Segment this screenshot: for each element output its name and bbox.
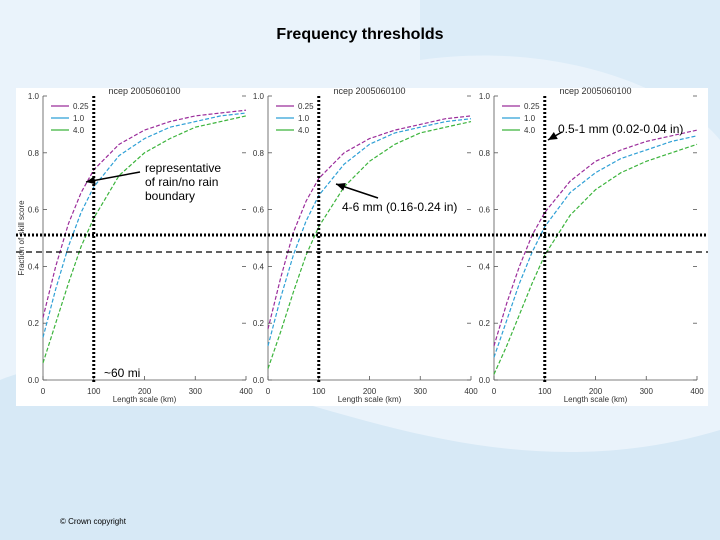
x-axis-label: Length scale (km) (564, 395, 628, 404)
x-tick-label: 300 (189, 387, 203, 396)
boundary-annotation-line2: of rain/no rain (145, 175, 219, 189)
x-tick-label: 200 (138, 387, 152, 396)
x-tick-label: 300 (414, 387, 428, 396)
y-axis-label: Fraction of skill score (17, 200, 26, 276)
chart-title: ncep 2005060100 (333, 86, 405, 96)
y-tick-label: 0.2 (479, 319, 491, 328)
series-line-0-25 (42, 109, 247, 318)
x-tick-label: 0 (266, 387, 271, 396)
x-tick-label: 200 (363, 387, 377, 396)
chart-panel-3: ncep 2005060100 0.0 0.2 0.4 0.6 0.8 1.0 0 100 200… (479, 86, 704, 404)
series-line-0-25 (493, 129, 698, 347)
series-line-1-0 (267, 118, 472, 347)
legend-label: 4.0 (298, 126, 310, 135)
x-tick-label: 200 (589, 387, 603, 396)
chart-panel-2: ncep 2005060100 0.0 0.2 0.4 0.6 0.8 1.0 0 100 200… (253, 86, 478, 404)
y-tick-label: 0.0 (28, 376, 40, 385)
y-tick-label: 0.4 (479, 262, 491, 271)
y-tick-label: 1.0 (28, 92, 40, 101)
x-tick-label: 300 (640, 387, 654, 396)
legend-label: 1.0 (73, 114, 85, 123)
chart-title: ncep 2005060100 (108, 86, 180, 96)
arrow-head (548, 132, 558, 140)
arrow-right-threshold (547, 131, 563, 141)
distance-label: ~60 mi (104, 366, 141, 380)
y-tick-label: 0.8 (253, 149, 265, 158)
legend-label: 0.25 (524, 102, 540, 111)
arrow-boundary (85, 171, 141, 185)
x-tick-label: 0 (492, 387, 497, 396)
x-tick-label: 400 (239, 387, 253, 396)
boundary-annotation-line1: representative (145, 161, 222, 175)
chart-title: ncep 2005060100 (559, 86, 631, 96)
series-line-1-0 (42, 112, 247, 338)
arrow-head (86, 176, 96, 185)
y-tick-label: 0.8 (28, 149, 40, 158)
chart-panel-1: ncep 2005060100 0.0 0.2 0.4 0.6 0.8 1.0 0 100 200… (17, 86, 253, 404)
y-tick-label: 0.2 (28, 319, 40, 328)
x-tick-label: 100 (312, 387, 326, 396)
x-tick-label: 100 (87, 387, 101, 396)
y-tick-label: 0.6 (28, 206, 40, 215)
mid-threshold-label: 4-6 mm (0.16-0.24 in) (342, 200, 458, 214)
y-tick-label: 0.6 (479, 206, 491, 215)
series-line-4-0 (42, 115, 247, 364)
x-tick-label: 400 (464, 387, 478, 396)
y-tick-label: 1.0 (253, 92, 265, 101)
x-tick-label: 100 (538, 387, 552, 396)
boundary-annotation-line3: boundary (145, 189, 196, 203)
legend-label: 4.0 (524, 126, 536, 135)
series-line-1-0 (493, 135, 698, 358)
slide-title: Frequency thresholds (276, 26, 444, 43)
y-tick-label: 0.0 (253, 376, 265, 385)
arrow-mid-threshold (335, 183, 379, 199)
legend-label: 1.0 (298, 114, 310, 123)
footer-copyright: © Crown copyright (60, 517, 126, 526)
x-tick-label: 400 (690, 387, 704, 396)
series-line-0-25 (267, 115, 472, 330)
legend-label: 1.0 (524, 114, 536, 123)
x-axis-label: Length scale (km) (113, 395, 177, 404)
arrow-shaft (85, 171, 141, 183)
y-tick-label: 0.8 (479, 149, 491, 158)
legend-label: 4.0 (73, 126, 85, 135)
right-threshold-label: 0.5-1 mm (0.02-0.04 in) (558, 122, 684, 136)
y-tick-label: 0.6 (253, 206, 265, 215)
y-tick-label: 1.0 (479, 92, 491, 101)
x-axis-label: Length scale (km) (338, 395, 402, 404)
arrow-head (336, 183, 346, 191)
x-tick-label: 0 (41, 387, 46, 396)
series-line-4-0 (493, 143, 698, 375)
plot-strip-background (16, 88, 708, 406)
y-tick-label: 0.0 (479, 376, 491, 385)
legend-label: 0.25 (73, 102, 89, 111)
y-tick-label: 0.4 (253, 262, 265, 271)
legend-label: 0.25 (298, 102, 314, 111)
y-tick-label: 0.4 (28, 262, 40, 271)
y-tick-label: 0.2 (253, 319, 265, 328)
boundary-annotation: representative of rain/no rain boundary (145, 161, 221, 203)
